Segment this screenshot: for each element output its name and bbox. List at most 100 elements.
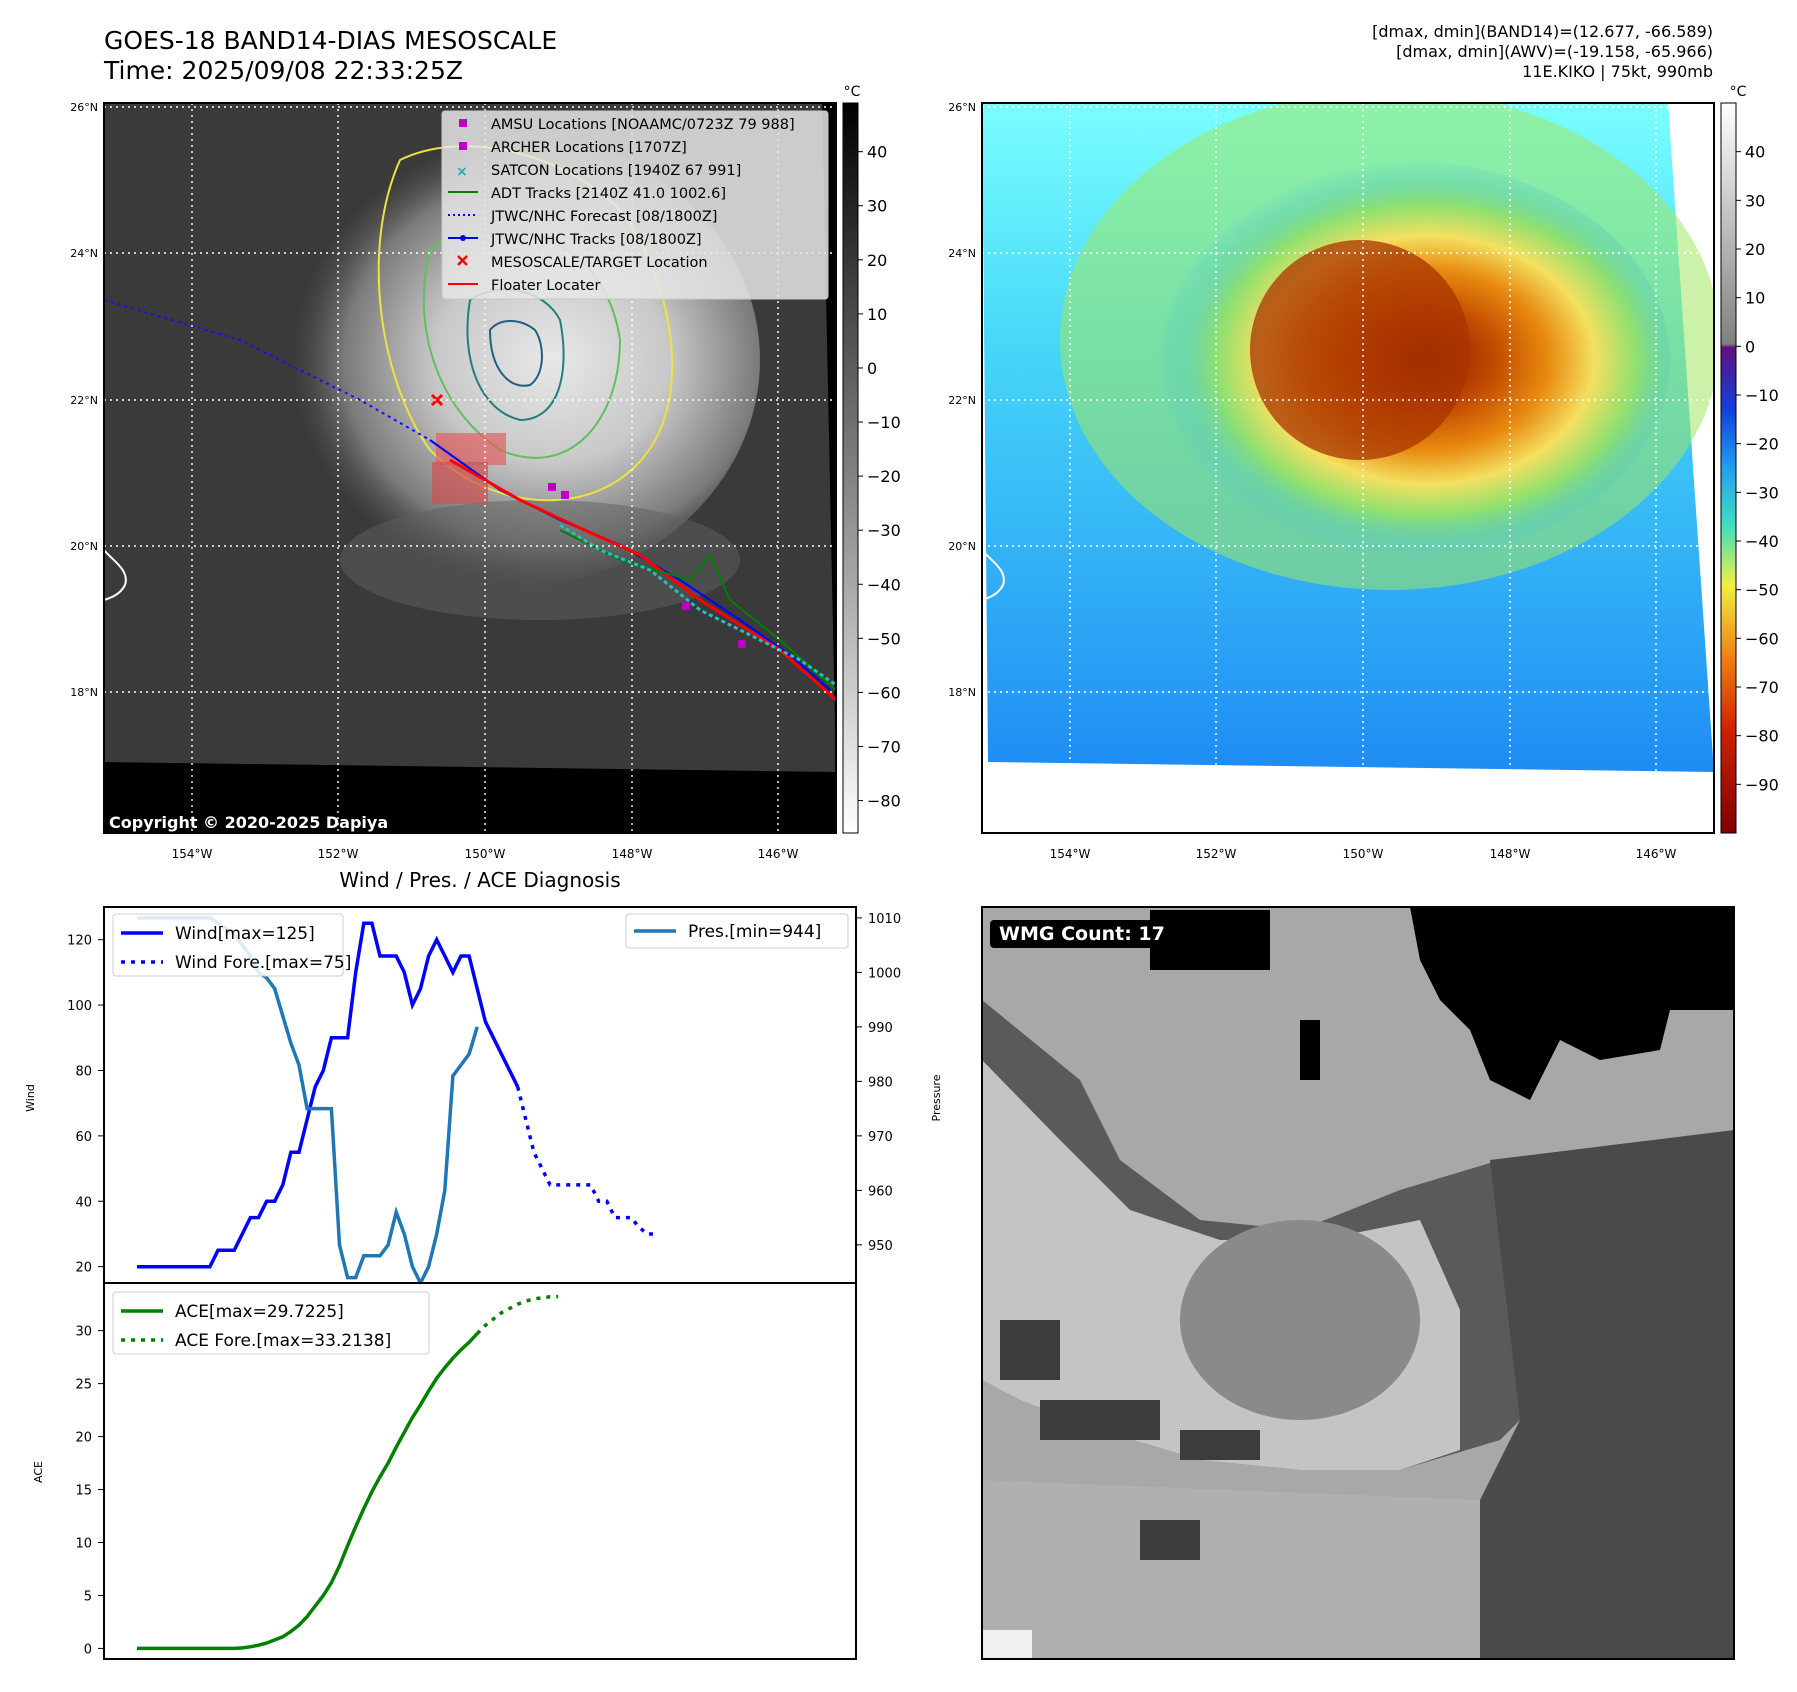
svg-text:AMSU Locations [NOAAMC/0723Z 7: AMSU Locations [NOAAMC/0723Z 79 988] bbox=[491, 117, 795, 133]
map-legend: AMSU Locations [NOAAMC/0723Z 79 988] ARC… bbox=[441, 110, 829, 300]
ir-cloud-band bbox=[340, 500, 740, 620]
colorbar-tick-label: 40 bbox=[867, 143, 887, 162]
colorbar-tick-label: −40 bbox=[1745, 532, 1779, 551]
lat-label: 20°N bbox=[70, 540, 98, 553]
pressure-axis-label: Pressure bbox=[930, 1074, 943, 1121]
ir-lat-labels: 26°N 24°N 22°N 20°N 18°N bbox=[70, 101, 98, 699]
coastline bbox=[104, 549, 127, 601]
colorbar-tick-label: −90 bbox=[1745, 775, 1779, 794]
lat-label: 20°N bbox=[948, 540, 976, 553]
y2-tick-label: 950 bbox=[868, 1239, 893, 1254]
y2-tick-label: 970 bbox=[868, 1130, 893, 1145]
lon-label: 154°W bbox=[172, 847, 213, 861]
wmg-black-region bbox=[1410, 907, 1734, 1100]
awv-colorbar-ticks: 40 30 20 10 0 −10 −20 −30 −40 −50 −60 −70 −80 −90 bbox=[1736, 143, 1779, 794]
lon-label: 148°W bbox=[612, 847, 653, 861]
wmg-frame bbox=[981, 906, 1735, 1660]
legend-item: Floater Locater bbox=[448, 278, 600, 294]
colorbar-tick-label: −70 bbox=[1745, 678, 1779, 697]
awv-gridlines bbox=[982, 103, 1714, 833]
lon-label: 146°W bbox=[758, 847, 799, 861]
colorbar-tick-label: −20 bbox=[1745, 435, 1779, 454]
ir-colorbar: °C 40 30 20 10 0 −10 −20 −30 −40 −50 −60 −70 −80 bbox=[842, 84, 901, 834]
title-line1: GOES-18 BAND14-DIAS MESOSCALE bbox=[104, 26, 558, 55]
colorbar-tick-label: −80 bbox=[867, 792, 901, 811]
stats-line2: [dmax, dmin](AWV)=(-19.158, -65.966) bbox=[1396, 42, 1713, 61]
diagnosis-title: Wind / Pres. / ACE Diagnosis bbox=[339, 868, 620, 892]
svg-text:ADT Tracks [2140Z 41.0 1002.6]: ADT Tracks [2140Z 41.0 1002.6] bbox=[491, 186, 726, 202]
colorbar-tick-label: −60 bbox=[867, 683, 901, 702]
lon-label: 146°W bbox=[1636, 847, 1677, 861]
ir-colorbar-unit: °C bbox=[844, 84, 861, 100]
lat-label: 18°N bbox=[70, 686, 98, 699]
legend-item: ARCHER Locations [1707Z] bbox=[459, 140, 687, 156]
colorbar-tick-label: −10 bbox=[867, 413, 901, 432]
stats-line1: [dmax, dmin](BAND14)=(12.677, -66.589) bbox=[1372, 22, 1713, 41]
legend-item: JTWC/NHC Tracks [08/1800Z] bbox=[448, 232, 702, 248]
ir-map-frame bbox=[103, 102, 837, 834]
title-line2: Time: 2025/09/08 22:33:25Z bbox=[104, 56, 463, 85]
y-tick-label: 120 bbox=[67, 934, 92, 949]
ace-legend bbox=[112, 1291, 430, 1355]
colorbar-tick-label: −30 bbox=[1745, 483, 1779, 502]
colorbar-tick-label: −30 bbox=[867, 521, 901, 540]
copyright-text: Copyright © 2020-2025 Dapiya bbox=[109, 813, 388, 832]
ace-axis-label: ACE bbox=[32, 1461, 45, 1483]
title-block: GOES-18 BAND14-DIAS MESOSCALE Time: 2025… bbox=[104, 26, 557, 86]
satcon-track bbox=[559, 523, 836, 687]
y-tick-label: 80 bbox=[75, 1064, 92, 1079]
legend-ace-fore-label: ACE Fore.[max=33.2138] bbox=[175, 1331, 391, 1351]
y-tick-label: 100 bbox=[67, 999, 92, 1014]
wmg-dark-right bbox=[1480, 1130, 1734, 1659]
colorbar-tick-label: 10 bbox=[867, 305, 887, 324]
wind-line bbox=[137, 921, 520, 1269]
awv-lat-labels: 26°N 24°N 22°N 20°N 18°N bbox=[948, 101, 976, 699]
colorbar-tick-label: −10 bbox=[1745, 386, 1779, 405]
y-tick-label: 5 bbox=[84, 1589, 92, 1604]
ace-plot: 0 5 10 15 20 25 30 ACE ACE[max=29.7225] ACE Fore.… bbox=[32, 1282, 857, 1660]
colorbar-tick-label: 0 bbox=[867, 359, 877, 378]
lat-label: 26°N bbox=[70, 101, 98, 114]
ir-contour-core bbox=[488, 320, 543, 387]
awv-colorbar-unit: °C bbox=[1730, 84, 1747, 100]
coastline bbox=[982, 549, 1005, 601]
colorbar-tick-label: −50 bbox=[867, 629, 901, 648]
colorbar-tick-label: 0 bbox=[1745, 337, 1755, 356]
colorbar-tick-label: 40 bbox=[1745, 143, 1765, 162]
colorbar-tick-label: −60 bbox=[1745, 629, 1779, 648]
stats-block: [dmax, dmin](BAND14)=(12.677, -66.589) [… bbox=[1372, 22, 1713, 82]
colorbar-tick-label: 10 bbox=[1745, 289, 1765, 308]
legend-pres-label: Pres.[min=944] bbox=[688, 922, 821, 942]
awv-lon-labels: 154°W 152°W 150°W 148°W 146°W bbox=[1050, 847, 1677, 861]
lat-label: 18°N bbox=[948, 686, 976, 699]
y2-tick-label: 1010 bbox=[868, 912, 901, 927]
wmg-lower-region bbox=[982, 1480, 1480, 1659]
y-tick-label: 25 bbox=[75, 1378, 92, 1393]
legend-item: ADT Tracks [2140Z 41.0 1002.6] bbox=[448, 186, 726, 202]
wind-axis-label: Wind bbox=[24, 1084, 37, 1112]
legend-item: JTWC/NHC Forecast [08/1800Z] bbox=[448, 209, 717, 225]
legend-item: MESOSCALE/TARGET Location bbox=[457, 255, 708, 271]
ir-lon-labels: 154°W 152°W 150°W 148°W 146°W bbox=[172, 847, 799, 861]
y2-tick-label: 1000 bbox=[868, 966, 901, 981]
y-tick-label: 0 bbox=[84, 1642, 92, 1657]
lon-label: 150°W bbox=[465, 847, 506, 861]
lon-label: 152°W bbox=[1196, 847, 1237, 861]
lat-label: 22°N bbox=[948, 394, 976, 407]
lat-label: 24°N bbox=[70, 247, 98, 260]
pressure-legend bbox=[625, 913, 849, 949]
wmg-warm-spot bbox=[1180, 1220, 1420, 1420]
y-tick-label: 30 bbox=[75, 1325, 92, 1340]
svg-text:Floater Locater: Floater Locater bbox=[491, 278, 600, 294]
wmg-map bbox=[982, 907, 1734, 1659]
square-marker-icon bbox=[459, 142, 467, 150]
colorbar-tick-label: 20 bbox=[867, 251, 887, 270]
awv-map bbox=[982, 103, 1714, 833]
archer-markers bbox=[548, 483, 746, 648]
colorbar-tick-label: −50 bbox=[1745, 581, 1779, 600]
wind-pressure-plot: 20 40 60 80 100 120 950 960 970 980 990 1000 1010 Win… bbox=[24, 906, 943, 1287]
y2-tick-label: 960 bbox=[868, 1184, 893, 1199]
target-marker bbox=[430, 393, 444, 407]
square-marker-icon bbox=[459, 119, 467, 127]
floater-box bbox=[436, 433, 506, 465]
